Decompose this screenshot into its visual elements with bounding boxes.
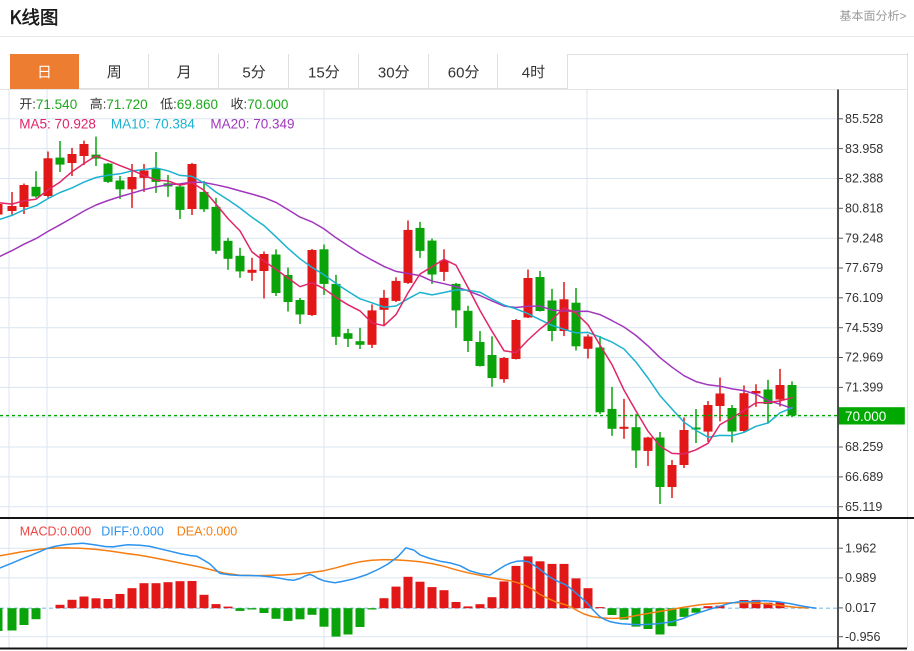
svg-text:66.689: 66.689 [845, 470, 883, 484]
svg-text:15: 15 [308, 64, 325, 81]
svg-text:0.989: 0.989 [845, 571, 876, 585]
svg-text:30: 30 [378, 64, 395, 81]
svg-text::: : [103, 97, 107, 112]
svg-text:82.388: 82.388 [845, 172, 883, 186]
svg-text:70.000: 70.000 [845, 409, 886, 424]
svg-text:4: 4 [522, 64, 530, 81]
svg-text:71.720: 71.720 [106, 97, 147, 112]
svg-text:1.962: 1.962 [845, 541, 876, 555]
svg-text::: : [243, 97, 247, 112]
svg-text:69.860: 69.860 [177, 97, 218, 112]
svg-text:0.017: 0.017 [845, 601, 876, 615]
svg-text::: : [32, 97, 36, 112]
svg-text:77.679: 77.679 [845, 261, 883, 275]
svg-text:60: 60 [448, 64, 465, 81]
svg-text:85.528: 85.528 [845, 112, 883, 126]
svg-text:71.399: 71.399 [845, 381, 883, 395]
svg-text:68.259: 68.259 [845, 440, 883, 454]
svg-text:80.818: 80.818 [845, 202, 883, 216]
svg-text:76.109: 76.109 [845, 291, 883, 305]
svg-text:5: 5 [242, 64, 250, 81]
svg-text:79.248: 79.248 [845, 231, 883, 245]
svg-text:83.958: 83.958 [845, 142, 883, 156]
svg-text:74.539: 74.539 [845, 321, 883, 335]
svg-text:>: > [900, 9, 907, 23]
svg-text:71.540: 71.540 [36, 97, 77, 112]
svg-text:-0.956: -0.956 [845, 630, 880, 644]
svg-text:72.969: 72.969 [845, 351, 883, 365]
svg-text:70.000: 70.000 [247, 97, 288, 112]
svg-text:65.119: 65.119 [845, 500, 882, 514]
svg-text::: : [173, 97, 177, 112]
